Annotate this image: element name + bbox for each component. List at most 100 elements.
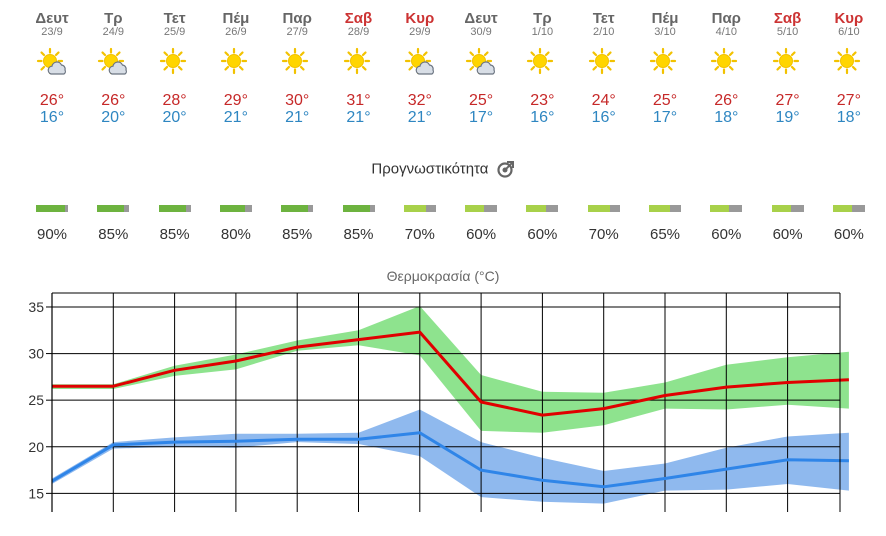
day-date: 6/10 [838,26,860,38]
accuracy-bar [649,205,681,212]
accuracy-bar-fill [97,205,125,212]
day-name: Πέμ [651,10,679,27]
accuracy-bar-fill [771,205,791,212]
y-tick-label: 20 [28,439,44,455]
accuracy-bar-fill [832,205,853,212]
accuracy-bar-fill [526,205,546,212]
accuracy-bar [403,205,436,212]
max-temp: 26° [101,92,126,109]
accuracy-bar [97,205,130,212]
accuracy-bar-fill [403,205,427,212]
accuracy-bar [710,205,743,212]
day-date: 26/9 [225,26,247,38]
day-column[interactable]: Τρ 1/10 23° 16° [511,0,573,126]
sun-cloud-icon [36,47,66,75]
accuracy-bar [832,205,865,212]
day-column[interactable]: Παρ 27/9 30° 21° [266,0,328,126]
y-tick-label: 35 [28,299,44,315]
accuracy-percent: 60% [833,226,864,243]
min-temp: 18° [714,109,739,126]
sun-icon [588,47,615,75]
day-column[interactable]: Κυρ 6/10 27° 18° [818,0,880,126]
sun-icon [772,47,799,75]
accuracy-percent: 85% [98,226,129,243]
min-temp: 19° [775,109,800,126]
max-temp: 25° [468,92,494,109]
max-range-band [52,306,849,433]
accuracy-percent: 60% [772,226,803,243]
day-name: Σαβ [773,10,802,27]
accuracy-percent: 80% [220,226,251,243]
day-name: Σαβ [344,10,373,27]
accuracy-bar [526,205,559,212]
accuracy-bar-fill [158,205,186,212]
y-tick-label: 30 [28,346,44,362]
accuracy-bar-fill [710,205,730,212]
day-column[interactable]: Σαβ 5/10 27° 19° [757,0,819,126]
sun-icon [527,47,554,75]
day-date: 29/9 [409,26,431,38]
day-name: Παρ [282,10,312,27]
max-temp-line [52,330,849,417]
day-column[interactable]: Κυρ 29/9 32° 21° [389,0,451,126]
day-column[interactable]: Σαβ 28/9 31° 21° [328,0,390,126]
min-temp-line [51,431,849,489]
sun-icon [711,47,738,75]
y-tick-label: 15 [28,485,44,501]
accuracy-percent: 60% [711,226,742,243]
accuracy-bar-fill [36,205,65,212]
day-column[interactable]: Τετ 2/10 24° 16° [573,0,635,126]
accuracy-percent: 70% [588,226,619,243]
day-name: Κυρ [834,10,864,27]
day-date: 3/10 [654,26,676,38]
sun-icon [159,47,186,75]
day-date: 4/10 [715,26,737,38]
sun-cloud-icon [465,47,496,75]
day-column[interactable]: Τετ 25/9 28° 20° [144,0,206,126]
sun-icon [220,47,247,75]
day-name: Δευτ [464,10,498,27]
day-column[interactable]: Δευτ 23/9 26° 16° [21,0,83,126]
day-name: Τετ [163,10,186,27]
sun-icon [649,47,677,75]
min-temp: 20° [101,109,126,126]
accuracy-bar-fill [465,205,485,212]
chart-title: Θερμοκρασία (°C) [386,268,500,284]
accuracy-bar [342,205,375,212]
min-temp: 16° [39,109,65,126]
day-name: Κυρ [405,10,435,27]
accuracy-percent: 85% [159,226,190,243]
max-temp: 27° [775,92,800,109]
accuracy-bar [281,205,314,212]
day-column[interactable]: Τρ 24/9 26° 20° [82,0,144,126]
max-temp: 26° [39,92,65,109]
day-date: 25/9 [163,26,186,38]
accuracy-bar-fill [342,205,370,212]
day-column[interactable]: Πέμ 3/10 25° 17° [634,0,696,126]
max-temp: 28° [162,92,187,109]
day-date: 30/9 [470,26,492,38]
sun-cloud-icon [98,47,128,75]
day-date: 2/10 [592,26,615,38]
day-date: 27/9 [286,26,308,38]
day-column[interactable]: Πέμ 26/9 29° 21° [205,0,267,126]
accuracy-bar [158,205,191,212]
min-temp: 17° [652,109,678,126]
accuracy-bar-fill [649,205,670,212]
sun-icon [833,47,860,75]
day-column[interactable]: Παρ 4/10 26° 18° [695,0,757,126]
min-temp: 20° [162,109,187,126]
max-temp: 29° [223,92,248,109]
accuracy-percent: 60% [527,226,558,243]
accuracy-bar [36,205,68,212]
accuracy-bar [465,205,498,212]
day-name: Τρ [104,10,123,27]
daily-forecast-row: Δευτ 23/9 26° 16° Τρ 24/9 26° 20° Τετ 25/9 28° 20… [0,0,886,140]
accuracy-bar-fill [587,205,611,212]
max-temp: 24° [591,92,616,109]
day-column[interactable]: Δευτ 30/9 25° 17° [450,0,512,126]
max-temp: 32° [407,92,432,109]
target-refresh-icon[interactable] [497,160,515,178]
day-name: Τετ [592,10,615,27]
accuracy-title-label: Προγνωστικότητα [371,160,489,178]
